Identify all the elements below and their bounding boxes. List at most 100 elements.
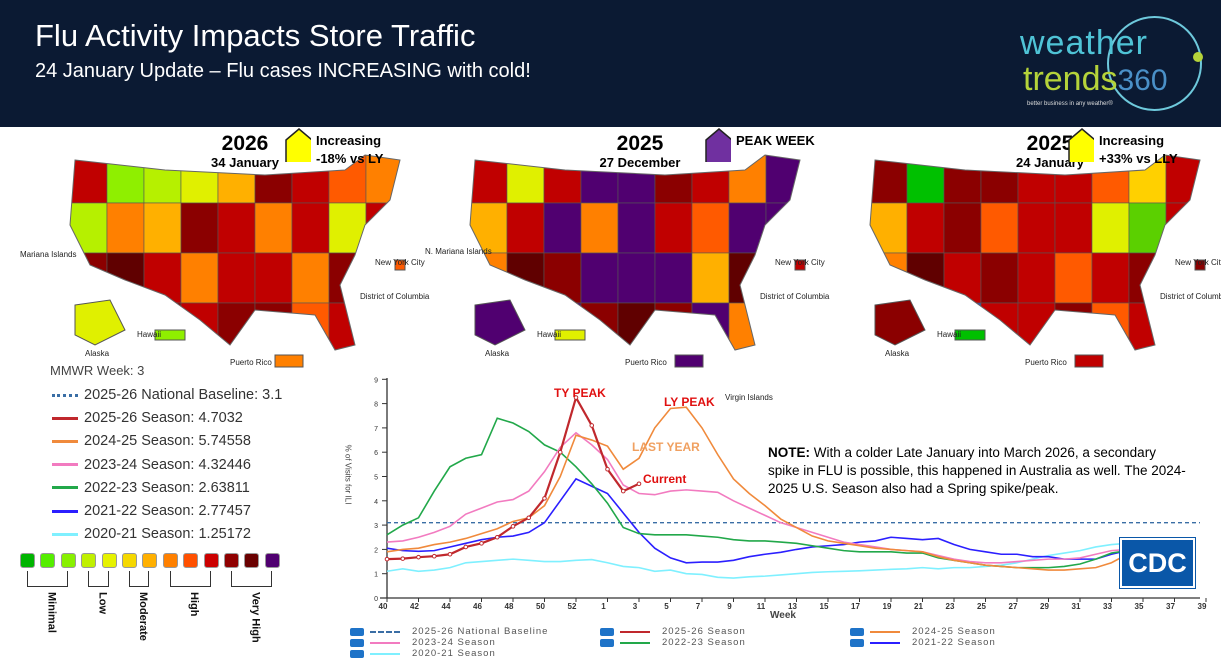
state-region xyxy=(1128,302,1167,350)
state-region xyxy=(1017,302,1056,350)
hawaii-inset xyxy=(554,329,586,341)
state-region xyxy=(580,202,619,254)
nyc-inset xyxy=(394,259,406,271)
x-axis-label: Week xyxy=(770,610,796,621)
map-date: 34 January xyxy=(211,155,279,170)
state-region xyxy=(1017,252,1056,304)
state-region xyxy=(143,155,182,204)
x-tick-label: 40 xyxy=(379,602,388,611)
state-region xyxy=(291,302,330,350)
legend-line-swatch xyxy=(370,641,400,644)
series-point xyxy=(620,488,626,494)
level-swatch xyxy=(142,553,158,568)
series-line-2020-21-season xyxy=(386,542,1191,579)
state-region xyxy=(506,202,545,254)
state-region xyxy=(217,252,256,304)
level-label-minimal: Minimal xyxy=(45,592,58,633)
us-map-graphic xyxy=(469,154,806,368)
state-region xyxy=(365,202,400,254)
state-region xyxy=(543,302,582,350)
checkbox-checked-icon[interactable] xyxy=(350,627,364,636)
legend-line-swatch xyxy=(620,641,650,644)
y-tick-label: 8 xyxy=(374,402,378,409)
logo-360: 360 xyxy=(1117,64,1168,97)
state-region xyxy=(728,155,767,204)
x-tick-label: 39 xyxy=(1198,602,1207,611)
legend-label: 2020-21 Season: 1.25172 xyxy=(84,526,251,543)
map-year: 2025 xyxy=(1026,132,1074,155)
y-tick-label: 6 xyxy=(374,450,378,457)
us-map-0: Mariana Islands Hawaii Alaska Puerto Rico Ne… xyxy=(15,145,435,380)
state-region xyxy=(943,202,982,254)
level-swatch xyxy=(60,553,76,568)
level-swatch xyxy=(101,553,117,568)
cdc-logo: CDC xyxy=(1119,537,1196,589)
chart-legend-item[interactable]: 2021-22 Season xyxy=(850,637,996,648)
state-region xyxy=(617,252,656,304)
map-place-label: Virgin Islands xyxy=(725,393,773,402)
legend-label: 2022-23 Season: 2.63811 xyxy=(84,479,250,496)
chart-legend-item[interactable]: 2025-26 Season xyxy=(600,626,746,637)
state-region xyxy=(143,302,182,350)
checkbox-checked-icon[interactable] xyxy=(350,649,364,658)
header-banner: Flu Activity Impacts Store Traffic 24 Ja… xyxy=(0,0,1221,127)
level-label-moderate: Moderate xyxy=(137,592,150,641)
map-place-label: New York City xyxy=(375,258,425,267)
x-tick-label: 1 xyxy=(601,602,606,611)
chart-legend-item[interactable]: 2024-25 Season xyxy=(850,626,996,637)
logo-dot xyxy=(1193,52,1203,62)
state-region xyxy=(506,155,545,204)
state-region xyxy=(1091,202,1130,254)
map-place-label: Puerto Rico xyxy=(625,358,667,367)
series-line-2025-26-season xyxy=(386,394,640,561)
state-region xyxy=(765,155,800,204)
checkbox-checked-icon[interactable] xyxy=(850,638,864,647)
chart-legend-item[interactable]: 2022-23 Season xyxy=(600,637,746,648)
x-tick-label: 31 xyxy=(1072,602,1081,611)
level-label-high: High xyxy=(188,592,201,617)
state-region xyxy=(691,202,730,254)
us-map-graphic xyxy=(69,154,406,368)
x-tick-label: 23 xyxy=(946,602,955,611)
map-year: 2026 xyxy=(221,132,269,155)
map-place-label: New York City xyxy=(775,258,825,267)
legend-label: 2023-24 Season: 4.32446 xyxy=(84,456,251,473)
level-bracket xyxy=(169,571,211,587)
chart-legend-item[interactable]: 2025-26 National Baseline xyxy=(350,626,548,637)
checkbox-checked-icon[interactable] xyxy=(600,627,614,636)
checkbox-checked-icon[interactable] xyxy=(600,638,614,647)
checkbox-checked-icon[interactable] xyxy=(850,627,864,636)
logo-ring xyxy=(1107,16,1202,111)
legend-line-swatch xyxy=(52,486,78,490)
alaska-inset xyxy=(74,299,126,346)
state-region xyxy=(291,202,330,254)
map-place-label: Alaska xyxy=(485,349,510,358)
series-point xyxy=(542,496,547,501)
chart-legend-item[interactable]: 2023-24 Season xyxy=(350,637,496,648)
level-swatch xyxy=(224,553,239,568)
state-region xyxy=(617,302,656,350)
chart-legend-item[interactable]: 2020-21 Season xyxy=(350,648,496,659)
mmwr-week: MMWR Week: 3 xyxy=(50,363,145,378)
legend-item: 2021-22 Season: 2.77457 xyxy=(52,502,251,520)
state-region xyxy=(254,252,293,304)
hawaii-inset xyxy=(954,329,986,341)
x-tick-label: 50 xyxy=(536,602,545,611)
state-region xyxy=(328,302,367,350)
series-point xyxy=(605,466,610,472)
state-region xyxy=(70,252,108,304)
weathertrends360-logo: weather trends360 better business in any… xyxy=(1015,14,1205,114)
annotation-ly-peak: LY PEAK xyxy=(664,395,715,409)
legend-item: 2025-26 Season: 4.7032 xyxy=(52,409,243,427)
map-date: 27 December xyxy=(599,155,681,170)
chart-legend-label: 2021-22 Season xyxy=(912,637,996,648)
state-region xyxy=(1091,252,1130,304)
note-text: NOTE: With a colder Late January into Ma… xyxy=(768,444,1188,498)
state-region xyxy=(765,202,800,254)
legend-line-swatch xyxy=(52,393,78,397)
map-place-label: Alaska xyxy=(885,349,910,358)
legend-item: 2022-23 Season: 2.63811 xyxy=(52,479,250,497)
checkbox-checked-icon[interactable] xyxy=(350,638,364,647)
series-point xyxy=(510,524,516,529)
alaska-inset xyxy=(874,299,926,346)
